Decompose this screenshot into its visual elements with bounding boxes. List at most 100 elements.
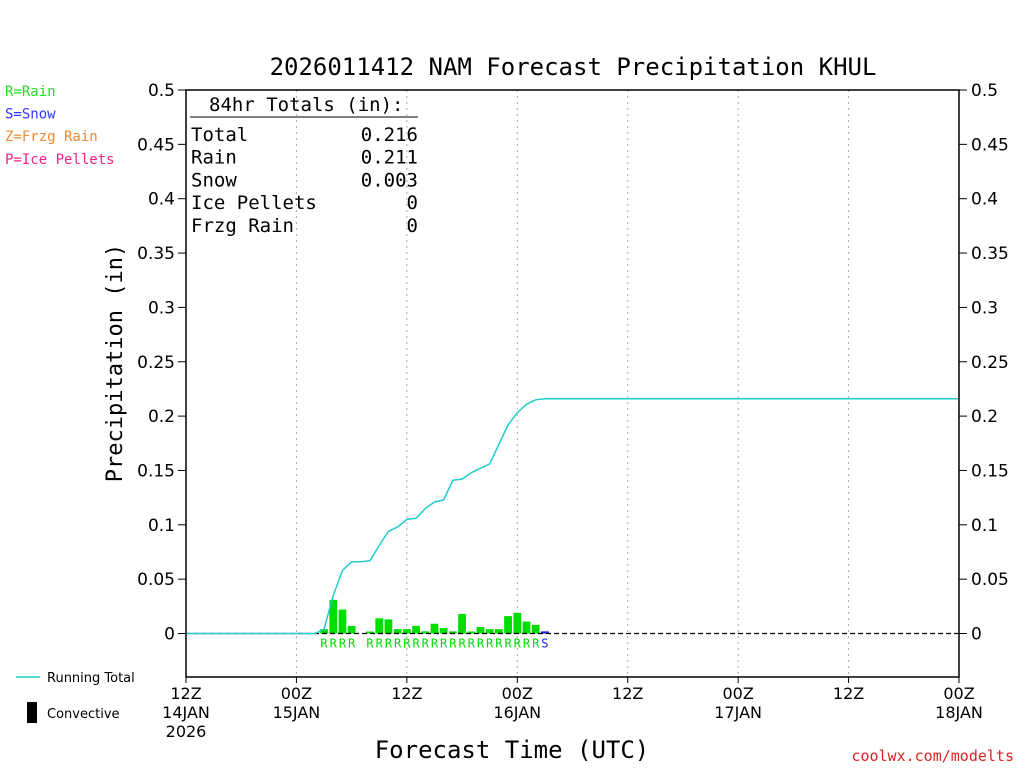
precip-type-label: R	[394, 637, 402, 651]
site-credit: coolwx.com/modelts	[851, 747, 1014, 765]
precip-type-label: R	[477, 637, 485, 651]
y-axis-right: 0.5 0.45 0.4 0.35 0.3 0.25 0.2 0.15 0.1 0.05 0	[959, 81, 1009, 645]
y-tick-label-left: 0.05	[137, 570, 175, 590]
running-total-line	[186, 397, 959, 635]
x-tick-label: 12Z	[170, 684, 201, 703]
plot-frame	[185, 89, 960, 678]
totals-box: 84hr Totals (in): Total 0.216 Rain 0.211 Sno…	[190, 94, 418, 237]
precip-type-label: R	[458, 637, 466, 651]
x-tick-label: 00Z	[943, 684, 974, 703]
precip-bar	[320, 629, 328, 634]
precip-bar	[366, 631, 374, 634]
precip-type-label: R	[412, 637, 420, 651]
precip-bar	[494, 629, 503, 634]
x-tick-date: 18JAN	[935, 703, 983, 722]
x-tick-date: 14JAN	[162, 703, 210, 722]
y-axis-label: Precipitation (in)	[103, 244, 128, 482]
y-tick-label-left: 0	[164, 625, 175, 645]
x-tick-label: 12Z	[391, 684, 422, 703]
precip-bar	[540, 631, 549, 634]
precip-type-label: R	[495, 637, 503, 651]
bar-series	[320, 599, 549, 634]
x-tick-label: 00Z	[281, 684, 312, 703]
precip-type-label: R	[339, 637, 347, 651]
precip-type-label: R	[366, 637, 374, 651]
precip-bar	[448, 631, 457, 634]
y-tick-label-left: 0.3	[148, 298, 175, 318]
y-tick-label-right: 0.2	[971, 407, 998, 427]
precip-type-label: R	[440, 637, 448, 651]
y-tick-label-left: 0.4	[148, 190, 175, 210]
precip-bar	[485, 629, 494, 634]
precip-bar	[513, 612, 522, 634]
precip-type-label: R	[376, 637, 384, 651]
y-tick-label-left: 0.15	[137, 461, 175, 481]
precip-type-label: R	[532, 637, 540, 651]
precip-type-label: R	[330, 637, 338, 651]
precip-bar	[384, 619, 393, 634]
x-tick-label: 00Z	[502, 684, 533, 703]
type-legend-entry: Z=Frzg Rain	[5, 129, 98, 145]
precip-bar	[430, 623, 439, 634]
precip-bar	[347, 625, 356, 634]
totals-heading: 84hr Totals (in):	[209, 94, 403, 116]
y-tick-label-left: 0.25	[137, 353, 175, 373]
precip-bar	[458, 613, 466, 634]
precip-bar	[402, 629, 411, 634]
precip-type-label: R	[449, 637, 457, 651]
precip-bar	[504, 616, 512, 634]
totals-row-label: Frzg Rain	[191, 215, 294, 237]
precip-type-label: R	[468, 637, 476, 651]
y-tick-label-right: 0.1	[971, 516, 998, 536]
precip-bar	[522, 621, 531, 634]
y-tick-label-left: 0.2	[148, 407, 175, 427]
y-axis-left: 0.5 0.45 0.4 0.35 0.3 0.25 0.2 0.15 0.1 0.05 0	[137, 81, 186, 645]
totals-row-value: 0	[407, 192, 418, 214]
precip-type-label: R	[403, 637, 411, 651]
precip-type-label: S	[541, 637, 548, 651]
y-tick-label-left: 0.1	[148, 516, 175, 536]
totals-row-label: Snow	[191, 169, 237, 191]
convective-legend-swatch	[27, 702, 37, 723]
totals-row-label: Total	[191, 124, 248, 146]
y-tick-label-left: 0.45	[137, 135, 175, 155]
precip-bar	[439, 628, 448, 634]
totals-row-label: Rain	[191, 147, 237, 169]
x-tick-label: 12Z	[833, 684, 864, 703]
x-tick-label: 12Z	[612, 684, 643, 703]
precip-bar	[412, 625, 420, 634]
convective-legend-label: Convective	[47, 707, 120, 722]
line-legend: Running Total Convective	[16, 671, 135, 723]
y-tick-label-right: 0.35	[971, 244, 1009, 264]
precip-type-label: R	[486, 637, 494, 651]
type-legend-entry: R=Rain	[5, 84, 56, 100]
totals-row-value: 0	[407, 215, 418, 237]
y-tick-label-right: 0	[971, 625, 982, 645]
x-tick-date: 16JAN	[493, 703, 541, 722]
precip-bar	[393, 629, 402, 634]
x-tick-year: 2026	[166, 722, 207, 741]
precip-type-label: R	[514, 637, 522, 651]
running-total-legend-label: Running Total	[47, 671, 135, 686]
precip-bar	[531, 624, 540, 634]
type-legend-entry: S=Snow	[5, 107, 56, 123]
precip-type-label: R	[385, 637, 393, 651]
grid-lines	[295, 90, 850, 677]
y-tick-label-right: 0.25	[971, 353, 1009, 373]
y-tick-label-right: 0.05	[971, 570, 1009, 590]
precip-type-label: R	[348, 637, 356, 651]
precip-bar	[467, 631, 476, 634]
precip-type-label: R	[523, 637, 531, 651]
precip-type-label: R	[431, 637, 439, 651]
chart-title: 2026011412 NAM Forecast Precipitation KH…	[270, 53, 877, 81]
x-tick-date: 17JAN	[714, 703, 762, 722]
y-tick-label-right: 0.45	[971, 135, 1009, 155]
precip-bar	[338, 609, 347, 634]
type-legend: R=Rain S=Snow Z=Frzg Rain P=Ice Pellets	[5, 84, 115, 168]
totals-row-value: 0.003	[361, 169, 418, 191]
y-tick-label-right: 0.15	[971, 461, 1009, 481]
totals-row-value: 0.211	[361, 147, 418, 169]
